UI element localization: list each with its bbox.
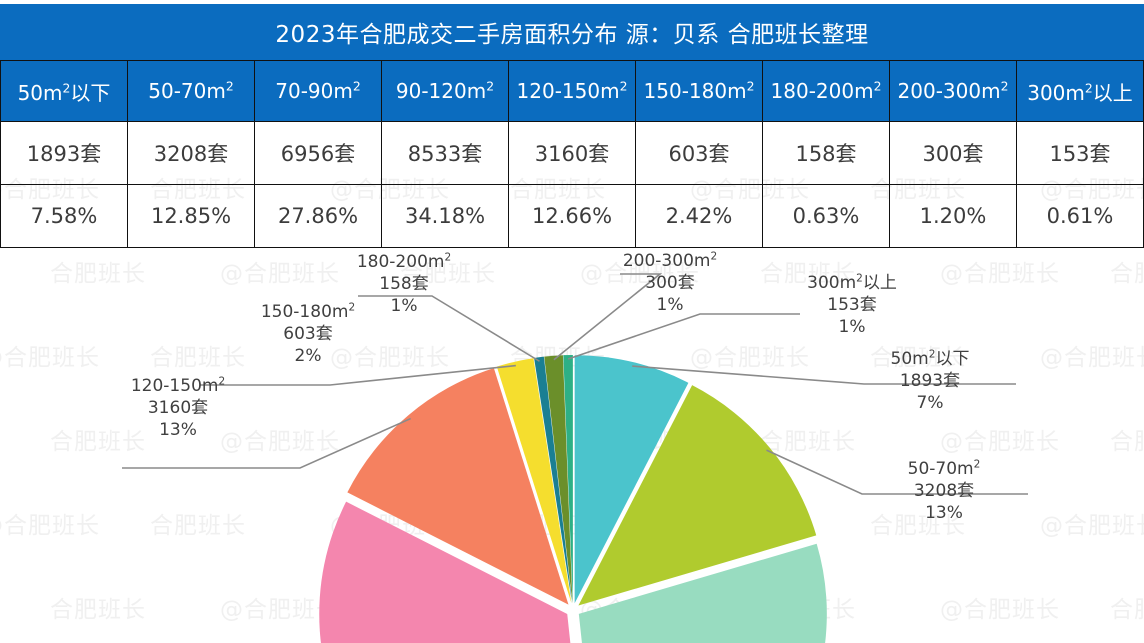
leader-line-6 bbox=[358, 295, 540, 362]
table-header-cell-1: 50-70m2 bbox=[127, 60, 255, 122]
table-row-counts: 1893套 3208套 6956套 8533套 3160套 603套 158套 300套 153… bbox=[0, 121, 1144, 185]
table-header-cell-3: 90-120m2 bbox=[381, 60, 509, 122]
pie-label-percent: 2% bbox=[294, 346, 322, 367]
pie-slice-2[interactable] bbox=[578, 543, 827, 643]
table-cell-percents-1: 12.85% bbox=[127, 184, 255, 248]
leader-line-0 bbox=[632, 365, 1016, 385]
pie-label-category: 120-150m2 bbox=[130, 375, 226, 396]
pie-chart-area: 50m2以下 1893套 7% 50-70m2 3208套 13% 120-150m2 316… bbox=[0, 246, 1144, 643]
pie-slice-5[interactable] bbox=[496, 358, 572, 604]
pie-slice-7[interactable] bbox=[544, 355, 573, 604]
table-cell-counts-3: 8533套 bbox=[381, 121, 509, 185]
pie-slice-8[interactable] bbox=[563, 355, 573, 604]
pie-label-category: 180-200m2 bbox=[356, 251, 452, 272]
leader-line-7 bbox=[553, 273, 663, 361]
table-cell-counts-4: 3160套 bbox=[508, 121, 636, 185]
page-title: 2023年合肥成交二手房面积分布 源：贝系 合肥班长整理 bbox=[275, 22, 869, 48]
pie-label-category: 50-70m2 bbox=[907, 458, 981, 479]
table-cell-counts-7: 300套 bbox=[889, 121, 1017, 185]
table-cell-counts-5: 603套 bbox=[635, 121, 763, 185]
pie-label-7: 200-300m2 300套 1% bbox=[623, 250, 717, 316]
pie-label-percent: 7% bbox=[916, 393, 944, 414]
pie-label-percent: 1% bbox=[656, 295, 684, 316]
pie-label-count: 3208套 bbox=[913, 481, 975, 502]
table-header-cell-8: 300m2以上 bbox=[1016, 60, 1144, 122]
table-header-cell-4: 120-150m2 bbox=[508, 60, 636, 122]
pie-label-category: 150-180m2 bbox=[260, 301, 356, 322]
pie-label-percent: 1% bbox=[838, 317, 866, 338]
table-row-percents: 7.58% 12.85% 27.86% 34.18% 12.66% 2.42% 0.63% 1… bbox=[0, 184, 1144, 248]
table-cell-percents-7: 1.20% bbox=[889, 184, 1017, 248]
leader-line-8 bbox=[567, 313, 800, 360]
table-cell-percents-0: 7.58% bbox=[0, 184, 128, 248]
pie-slice-1[interactable] bbox=[578, 385, 817, 606]
table-cell-counts-8: 153套 bbox=[1016, 121, 1144, 185]
table-cell-counts-6: 158套 bbox=[762, 121, 890, 185]
chart-title-bar: 2023年合肥成交二手房面积分布 源：贝系 合肥班长整理 bbox=[0, 4, 1144, 60]
pie-label-percent: 13% bbox=[159, 420, 197, 441]
pie-label-count: 300套 bbox=[645, 273, 695, 294]
pie-label-6: 180-200m2 158套 1% bbox=[357, 251, 451, 317]
pie-label-count: 603套 bbox=[283, 324, 333, 345]
table-cell-counts-2: 6956套 bbox=[254, 121, 382, 185]
pie-slice-4[interactable] bbox=[347, 368, 569, 605]
pie-label-category: 300m2以上 bbox=[807, 272, 897, 293]
pie-slice-6[interactable] bbox=[534, 356, 573, 604]
table-cell-percents-4: 12.66% bbox=[508, 184, 636, 248]
table-header-cell-7: 200-300m2 bbox=[889, 60, 1017, 122]
pie-label-count: 1893套 bbox=[899, 371, 961, 392]
pie-label-5: 150-180m2 603套 2% bbox=[261, 301, 355, 367]
table-header-cell-0: 50m2以下 bbox=[0, 60, 128, 122]
table-cell-percents-2: 27.86% bbox=[254, 184, 382, 248]
pie-chart bbox=[122, 273, 1028, 643]
pie-label-percent: 13% bbox=[925, 503, 963, 524]
pie-slice-0[interactable] bbox=[574, 355, 689, 604]
pie-slice-3[interactable] bbox=[319, 501, 593, 643]
table-cell-percents-5: 2.42% bbox=[635, 184, 763, 248]
leader-line-4 bbox=[122, 417, 412, 469]
leader-line-1 bbox=[766, 449, 1028, 495]
table-header-cell-6: 180-200m2 bbox=[762, 60, 890, 122]
table-cell-counts-1: 3208套 bbox=[127, 121, 255, 185]
pie-label-0: 50m2以下 1893套 7% bbox=[891, 348, 970, 414]
table-cell-counts-0: 1893套 bbox=[0, 121, 128, 185]
pie-label-category: 200-300m2 bbox=[622, 250, 718, 271]
pie-label-count: 158套 bbox=[379, 274, 429, 295]
leader-line-5 bbox=[200, 364, 516, 386]
pie-label-percent: 1% bbox=[390, 296, 418, 317]
table-cell-percents-6: 0.63% bbox=[762, 184, 890, 248]
pie-label-count: 153套 bbox=[827, 295, 877, 316]
data-table: 50m2以下 50-70m2 70-90m2 90-120m2 120-150m2 150… bbox=[0, 60, 1144, 248]
pie-label-1: 50-70m2 3208套 13% bbox=[908, 458, 981, 524]
table-cell-percents-3: 34.18% bbox=[381, 184, 509, 248]
pie-label-4: 120-150m2 3160套 13% bbox=[131, 375, 225, 441]
table-header-cell-5: 150-180m2 bbox=[635, 60, 763, 122]
table-header-row: 50m2以下 50-70m2 70-90m2 90-120m2 120-150m2 150… bbox=[0, 60, 1144, 122]
pie-label-8: 300m2以上 153套 1% bbox=[807, 272, 897, 338]
pie-label-category: 50m2以下 bbox=[890, 348, 970, 369]
pie-label-count: 3160套 bbox=[147, 398, 209, 419]
table-header-cell-2: 70-90m2 bbox=[254, 60, 382, 122]
table-cell-percents-8: 0.61% bbox=[1016, 184, 1144, 248]
